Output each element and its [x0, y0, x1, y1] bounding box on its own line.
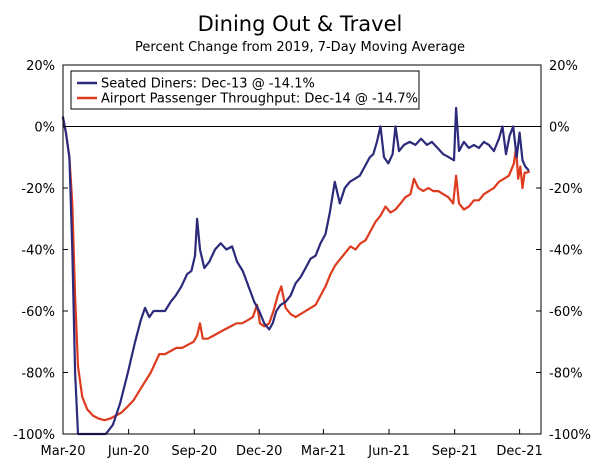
y-tick-label-right: -20% [549, 182, 583, 197]
legend-label-1: Seated Diners: Dec-13 @ -14.1% [101, 77, 315, 92]
x-tick-label: Dec-20 [236, 444, 282, 459]
y-tick-label-left: -40% [21, 244, 55, 259]
legend: Seated Diners: Dec-13 @ -14.1%Airport Pa… [70, 70, 420, 110]
chart-subtitle: Percent Change from 2019, 7-Day Moving A… [135, 40, 465, 55]
y-tick-label-right: -60% [549, 305, 583, 320]
x-tick-label: Sep-21 [432, 444, 478, 459]
y-tick-label-right: 0% [549, 121, 570, 136]
y-tick-label-left: -100% [13, 428, 55, 443]
y-tick-label-right: -100% [549, 428, 591, 443]
y-tick-label-right: -40% [549, 244, 583, 259]
series-line-2 [61, 116, 531, 422]
x-tick-label: Jun-20 [107, 444, 150, 459]
x-tick-label: Jun-21 [367, 444, 410, 459]
x-tick-label: Sep-20 [171, 444, 217, 459]
x-tick-label: Dec-21 [496, 444, 542, 459]
chart-title: Dining Out & Travel [198, 12, 403, 36]
x-tick-label: Mar-20 [41, 444, 86, 459]
y-tick-label-left: -20% [21, 182, 55, 197]
x-tick-label: Mar-21 [301, 444, 346, 459]
series-line-1 [61, 106, 530, 436]
legend-box [70, 70, 420, 110]
y-tick-label-right: -80% [549, 367, 583, 382]
y-tick-label-left: -60% [21, 305, 55, 320]
y-tick-label-left: 0% [34, 121, 55, 136]
y-tick-label-right: 20% [549, 59, 578, 74]
y-tick-label-left: -80% [21, 367, 55, 382]
plot-frame [62, 64, 542, 435]
legend-label-2: Airport Passenger Throughput: Dec-14 @ -… [101, 92, 418, 107]
y-tick-label-left: 20% [26, 59, 55, 74]
